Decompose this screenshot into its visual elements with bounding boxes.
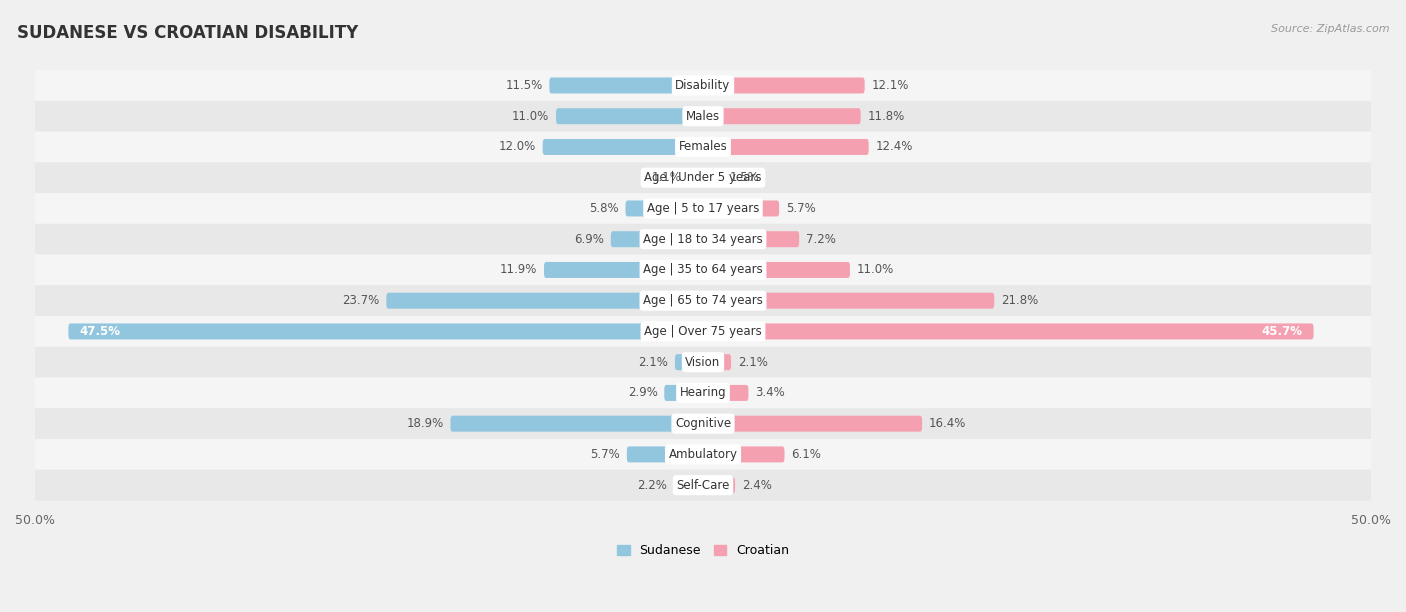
Text: Females: Females: [679, 141, 727, 154]
Text: Age | 65 to 74 years: Age | 65 to 74 years: [643, 294, 763, 307]
FancyBboxPatch shape: [703, 323, 1313, 340]
Text: Age | Under 5 years: Age | Under 5 years: [644, 171, 762, 184]
Text: Vision: Vision: [685, 356, 721, 368]
FancyBboxPatch shape: [626, 201, 703, 217]
Text: Self-Care: Self-Care: [676, 479, 730, 491]
FancyBboxPatch shape: [35, 193, 1371, 224]
FancyBboxPatch shape: [387, 293, 703, 308]
Text: 47.5%: 47.5%: [79, 325, 120, 338]
Text: 1.1%: 1.1%: [652, 171, 682, 184]
FancyBboxPatch shape: [703, 108, 860, 124]
Text: 12.0%: 12.0%: [499, 141, 536, 154]
FancyBboxPatch shape: [703, 477, 735, 493]
Text: 2.9%: 2.9%: [627, 386, 658, 400]
FancyBboxPatch shape: [35, 316, 1371, 347]
Text: 3.4%: 3.4%: [755, 386, 785, 400]
Text: 5.7%: 5.7%: [786, 202, 815, 215]
Text: Hearing: Hearing: [679, 386, 727, 400]
Text: 12.4%: 12.4%: [876, 141, 912, 154]
FancyBboxPatch shape: [35, 101, 1371, 132]
FancyBboxPatch shape: [35, 347, 1371, 378]
Text: Ambulatory: Ambulatory: [668, 448, 738, 461]
FancyBboxPatch shape: [673, 477, 703, 493]
FancyBboxPatch shape: [555, 108, 703, 124]
Text: 2.1%: 2.1%: [738, 356, 768, 368]
FancyBboxPatch shape: [703, 170, 723, 185]
FancyBboxPatch shape: [703, 385, 748, 401]
Text: SUDANESE VS CROATIAN DISABILITY: SUDANESE VS CROATIAN DISABILITY: [17, 24, 359, 42]
FancyBboxPatch shape: [664, 385, 703, 401]
FancyBboxPatch shape: [703, 78, 865, 94]
Text: Age | 5 to 17 years: Age | 5 to 17 years: [647, 202, 759, 215]
Text: 12.1%: 12.1%: [872, 79, 908, 92]
FancyBboxPatch shape: [610, 231, 703, 247]
Text: 6.1%: 6.1%: [792, 448, 821, 461]
Text: Source: ZipAtlas.com: Source: ZipAtlas.com: [1271, 24, 1389, 34]
Text: Cognitive: Cognitive: [675, 417, 731, 430]
Text: Disability: Disability: [675, 79, 731, 92]
FancyBboxPatch shape: [543, 139, 703, 155]
FancyBboxPatch shape: [35, 224, 1371, 255]
Text: 11.0%: 11.0%: [512, 110, 550, 123]
FancyBboxPatch shape: [35, 439, 1371, 470]
FancyBboxPatch shape: [627, 446, 703, 463]
FancyBboxPatch shape: [703, 262, 851, 278]
Text: Age | 35 to 64 years: Age | 35 to 64 years: [643, 263, 763, 277]
Text: 7.2%: 7.2%: [806, 233, 835, 245]
Text: 2.2%: 2.2%: [637, 479, 666, 491]
FancyBboxPatch shape: [703, 354, 731, 370]
FancyBboxPatch shape: [689, 170, 703, 185]
FancyBboxPatch shape: [703, 293, 994, 308]
FancyBboxPatch shape: [450, 416, 703, 431]
Text: 11.9%: 11.9%: [501, 263, 537, 277]
Text: 11.0%: 11.0%: [856, 263, 894, 277]
Text: 2.1%: 2.1%: [638, 356, 668, 368]
FancyBboxPatch shape: [703, 201, 779, 217]
FancyBboxPatch shape: [544, 262, 703, 278]
FancyBboxPatch shape: [675, 354, 703, 370]
Legend: Sudanese, Croatian: Sudanese, Croatian: [612, 539, 794, 562]
FancyBboxPatch shape: [703, 416, 922, 431]
FancyBboxPatch shape: [35, 162, 1371, 193]
Text: 11.8%: 11.8%: [868, 110, 904, 123]
Text: 45.7%: 45.7%: [1261, 325, 1303, 338]
FancyBboxPatch shape: [703, 139, 869, 155]
FancyBboxPatch shape: [703, 446, 785, 463]
Text: 1.5%: 1.5%: [730, 171, 759, 184]
FancyBboxPatch shape: [35, 408, 1371, 439]
Text: 11.5%: 11.5%: [505, 79, 543, 92]
FancyBboxPatch shape: [35, 285, 1371, 316]
Text: 5.7%: 5.7%: [591, 448, 620, 461]
Text: 23.7%: 23.7%: [343, 294, 380, 307]
FancyBboxPatch shape: [703, 231, 799, 247]
Text: 16.4%: 16.4%: [929, 417, 966, 430]
Text: Age | Over 75 years: Age | Over 75 years: [644, 325, 762, 338]
Text: 6.9%: 6.9%: [574, 233, 605, 245]
FancyBboxPatch shape: [35, 255, 1371, 285]
Text: Males: Males: [686, 110, 720, 123]
FancyBboxPatch shape: [550, 78, 703, 94]
Text: 2.4%: 2.4%: [742, 479, 772, 491]
Text: 5.8%: 5.8%: [589, 202, 619, 215]
Text: Age | 18 to 34 years: Age | 18 to 34 years: [643, 233, 763, 245]
Text: 18.9%: 18.9%: [406, 417, 444, 430]
FancyBboxPatch shape: [69, 323, 703, 340]
Text: 21.8%: 21.8%: [1001, 294, 1038, 307]
FancyBboxPatch shape: [35, 132, 1371, 162]
FancyBboxPatch shape: [35, 378, 1371, 408]
FancyBboxPatch shape: [35, 470, 1371, 501]
FancyBboxPatch shape: [35, 70, 1371, 101]
